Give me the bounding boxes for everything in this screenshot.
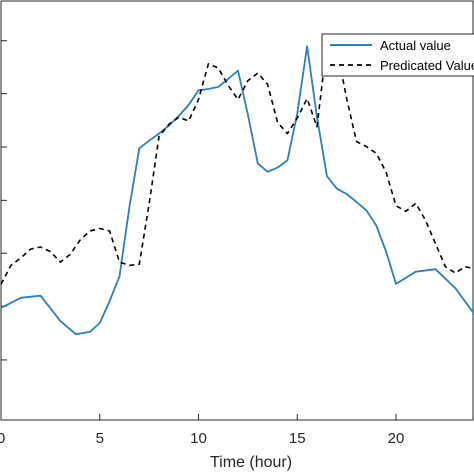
legend-label-predicated-value: Predicated Value (380, 58, 474, 73)
x-axis-label: Time (hour) (210, 454, 292, 471)
x-tick-label-2: 10 (190, 430, 207, 447)
legend: Actual value Predicated Value (321, 33, 474, 77)
x-axis-ticks (0, 414, 397, 420)
x-tick-label-0: 0 (0, 430, 5, 447)
legend-box (321, 33, 474, 77)
x-tick-label-3: 15 (289, 430, 306, 447)
x-tick-label-1: 5 (96, 430, 104, 447)
x-tick-label-4: 20 (388, 430, 405, 447)
x-axis-tick-labels: 0 5 10 15 20 (0, 430, 404, 447)
series-line-actual-value (0, 45, 474, 336)
legend-label-actual-value: Actual value (380, 38, 451, 53)
series-lines (0, 42, 474, 336)
series-line-predicated-value (0, 42, 474, 285)
